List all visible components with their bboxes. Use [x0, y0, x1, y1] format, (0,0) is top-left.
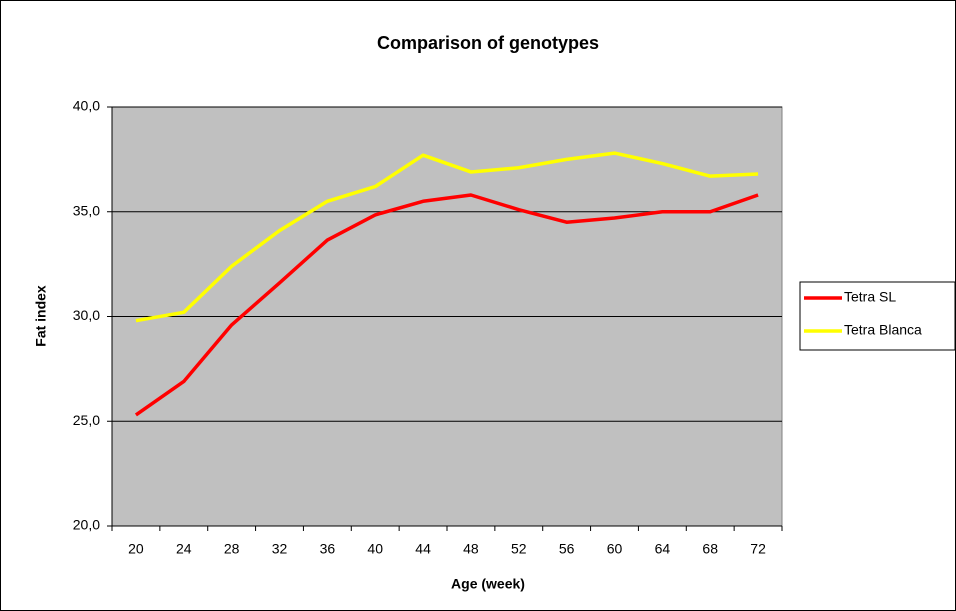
x-tick-label: 28 — [224, 541, 240, 557]
chart-title: Comparison of genotypes — [377, 33, 599, 53]
x-tick-label: 32 — [272, 541, 288, 557]
x-tick-label: 64 — [655, 541, 671, 557]
y-axis-label: Fat index — [33, 285, 49, 347]
y-tick-label: 35,0 — [73, 202, 100, 218]
x-tick-label: 56 — [559, 541, 575, 557]
y-tick-label: 25,0 — [73, 412, 100, 428]
x-tick-label: 72 — [750, 541, 766, 557]
legend-label: Tetra Blanca — [844, 322, 922, 338]
x-tick-label: 48 — [463, 541, 479, 557]
series-line — [134, 193, 759, 417]
legend-box — [799, 281, 956, 351]
x-tick-label: 60 — [607, 541, 623, 557]
x-tick-label: 68 — [702, 541, 718, 557]
y-tick-label: 20,0 — [73, 517, 100, 533]
x-tick-label: 20 — [128, 541, 144, 557]
series-line — [135, 151, 759, 323]
x-tick-label: 44 — [415, 541, 431, 557]
x-tick-label: 40 — [367, 541, 383, 557]
legend-label: Tetra SL — [844, 289, 896, 305]
x-axis-label: Age (week) — [451, 576, 525, 592]
x-tick-label: 36 — [320, 541, 336, 557]
x-tick-label: 52 — [511, 541, 527, 557]
y-tick-label: 40,0 — [73, 98, 100, 114]
x-tick-label: 24 — [176, 541, 192, 557]
y-tick-label: 30,0 — [73, 307, 100, 323]
